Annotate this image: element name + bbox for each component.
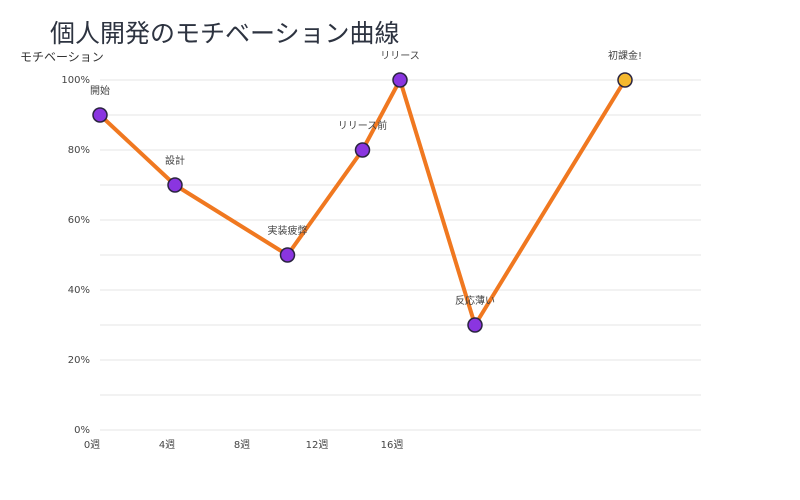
data-point xyxy=(617,72,633,88)
data-point xyxy=(279,247,296,263)
y-tick-label: 100% xyxy=(61,75,90,86)
x-tick-label: 4週 xyxy=(159,439,175,451)
point-label: 実装疲弊 xyxy=(268,224,308,237)
data-point xyxy=(467,317,483,333)
y-tick-label: 20% xyxy=(68,355,90,366)
x-tick-label: 16週 xyxy=(381,439,404,451)
y-tick-label: 0% xyxy=(74,425,90,436)
point-label: リリース前 xyxy=(338,119,388,132)
chart-title: 個人開発のモチベーション曲線 xyxy=(50,19,400,48)
y-axis-label: モチベーション xyxy=(20,50,104,64)
data-point xyxy=(354,142,371,158)
data-point xyxy=(92,107,108,123)
y-tick-label: 60% xyxy=(68,215,90,226)
point-label: 開始 xyxy=(90,84,110,97)
y-tick-label: 40% xyxy=(68,285,90,296)
x-tick-label: 8週 xyxy=(234,439,250,451)
point-label: 反応薄い xyxy=(455,294,495,307)
point-label: 設計 xyxy=(165,154,185,167)
point-label: リリース xyxy=(380,51,420,62)
x-tick-label: 0週 xyxy=(84,439,100,451)
y-tick-label: 80% xyxy=(68,145,90,156)
point-label: 初課金! xyxy=(608,49,642,62)
data-point xyxy=(167,177,183,193)
data-point xyxy=(392,72,408,88)
x-tick-label: 12週 xyxy=(306,439,329,451)
series-line xyxy=(98,78,627,327)
